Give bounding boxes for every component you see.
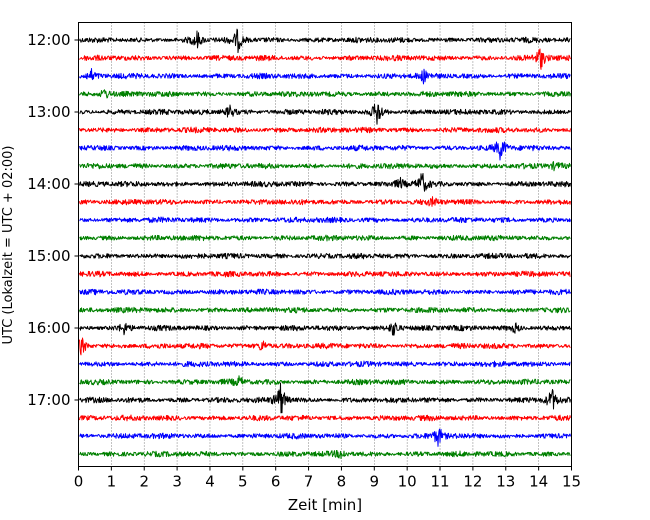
trace-line (79, 141, 571, 161)
x-tick-label: 0 (74, 473, 84, 491)
trace-line (79, 375, 571, 387)
trace-line (79, 270, 571, 278)
trace-line (79, 234, 571, 242)
trace-line (79, 48, 571, 70)
x-tick-label: 3 (172, 473, 182, 491)
x-tick-label: 1 (107, 473, 117, 491)
x-axis-ticks: 0 1 2 3 4 5 6 7 8 9 10 11 12 13 14 15 (74, 466, 581, 491)
trace-line (79, 428, 571, 447)
x-tick-label: 14 (529, 473, 548, 491)
trace-line (79, 288, 571, 296)
x-tick-label: 12 (463, 473, 482, 491)
trace-line (79, 322, 571, 336)
trace-line (79, 449, 571, 460)
x-tick-label: 10 (398, 473, 417, 491)
x-tick-label: 11 (430, 473, 449, 491)
trace-line (79, 337, 571, 356)
x-tick-label: 13 (496, 473, 515, 491)
trace-line (79, 126, 571, 134)
y-tick-label: 12:00 (27, 31, 70, 49)
trace-line (79, 382, 571, 414)
y-tick-label: 16:00 (27, 319, 70, 337)
x-tick-label: 4 (205, 473, 215, 491)
trace-line (79, 360, 571, 368)
x-tick-label: 8 (337, 473, 347, 491)
x-axis-label: Zeit [min] (288, 496, 362, 514)
y-axis-label: UTC (Lokalzeit = UTC + 02:00) (1, 146, 16, 345)
trace-line (79, 103, 571, 125)
trace-line (79, 28, 571, 54)
x-tick-label: 15 (562, 473, 581, 491)
y-tick-label: 14:00 (27, 175, 70, 193)
trace-line (79, 306, 571, 314)
x-tick-label: 5 (238, 473, 248, 491)
y-tick-label: 17:00 (27, 391, 70, 409)
y-axis-ticks: 12:00 13:00 14:00 15:00 16:00 17:00 (27, 31, 79, 409)
y-tick-label: 13:00 (27, 103, 70, 121)
trace-line (79, 161, 571, 172)
trace-line (79, 414, 571, 422)
trace-group (79, 28, 571, 460)
trace-line (79, 89, 571, 99)
trace-line (79, 216, 571, 224)
plot-frame (78, 22, 572, 467)
trace-line (79, 172, 571, 192)
x-tick-label: 7 (304, 473, 314, 491)
trace-line (79, 252, 571, 260)
x-tick-label: 9 (370, 473, 380, 491)
trace-line (79, 196, 571, 207)
grid-lines (111, 22, 539, 467)
y-tick-label: 15:00 (27, 247, 70, 265)
x-tick-label: 2 (139, 473, 149, 491)
trace-line (79, 68, 571, 85)
x-tick-label: 6 (271, 473, 281, 491)
